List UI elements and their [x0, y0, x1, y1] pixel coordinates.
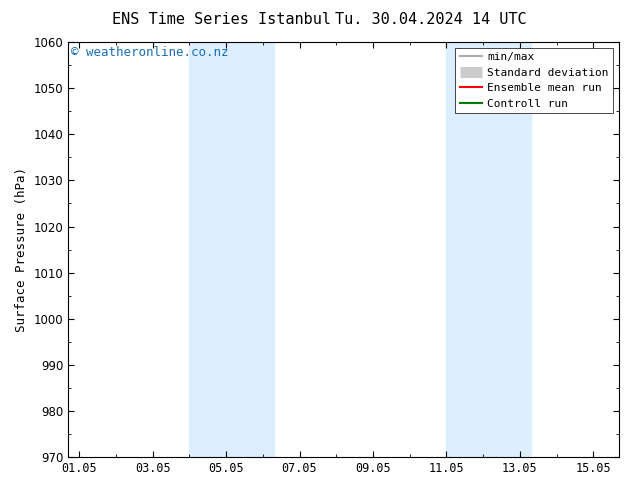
Text: Tu. 30.04.2024 14 UTC: Tu. 30.04.2024 14 UTC	[335, 12, 527, 27]
Legend: min/max, Standard deviation, Ensemble mean run, Controll run: min/max, Standard deviation, Ensemble me…	[455, 48, 614, 113]
Bar	[446, 42, 531, 457]
Y-axis label: Surface Pressure (hPa): Surface Pressure (hPa)	[15, 167, 28, 332]
Bar	[190, 42, 274, 457]
Text: ENS Time Series Istanbul: ENS Time Series Istanbul	[112, 12, 332, 27]
Text: © weatheronline.co.nz: © weatheronline.co.nz	[71, 46, 228, 59]
